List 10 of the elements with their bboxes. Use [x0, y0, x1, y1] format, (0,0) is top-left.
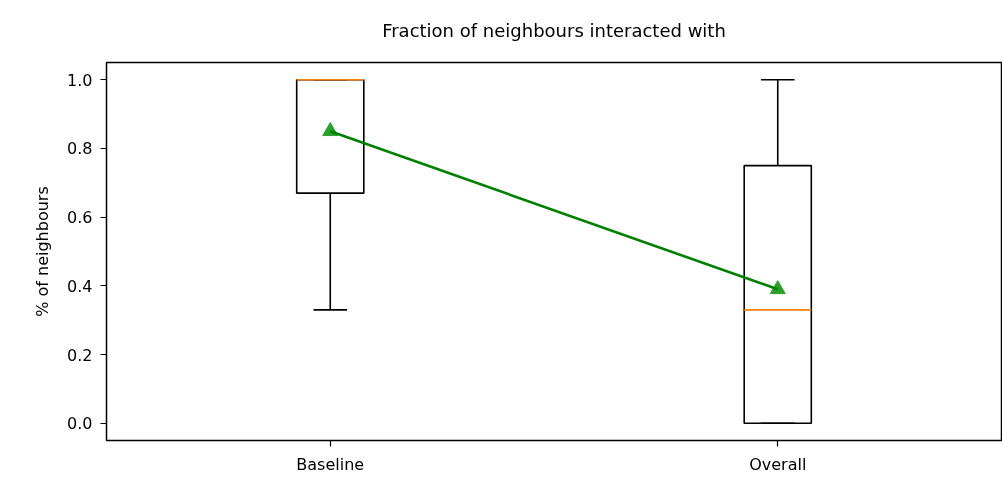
y-tick-label: 0.6	[67, 208, 93, 228]
x-tick-label: Overall	[749, 454, 807, 474]
y-tick-label: 0.4	[67, 276, 93, 296]
chart-title: Fraction of neighbours interacted with	[382, 20, 726, 41]
y-tick-label: 0.2	[67, 345, 93, 365]
y-tick-label: 0.0	[67, 414, 93, 434]
y-tick-label: 1.0	[67, 70, 93, 90]
x-tick-label: Baseline	[296, 454, 365, 474]
y-axis-title: % of neighbours	[33, 186, 53, 317]
y-tick-label: 0.8	[67, 139, 93, 159]
